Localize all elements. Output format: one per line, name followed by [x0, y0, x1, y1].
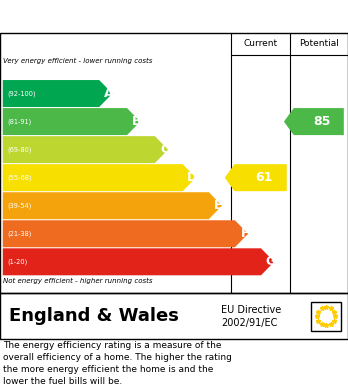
Text: (1-20): (1-20) [7, 258, 27, 265]
Text: (81-91): (81-91) [7, 118, 31, 125]
Text: EU Directive
2002/91/EC: EU Directive 2002/91/EC [221, 305, 281, 328]
Polygon shape [3, 80, 112, 107]
Text: A: A [104, 87, 114, 100]
Text: F: F [240, 227, 249, 240]
Text: Not energy efficient - higher running costs: Not energy efficient - higher running co… [3, 278, 152, 284]
Polygon shape [225, 164, 287, 191]
Text: E: E [214, 199, 223, 212]
Text: (39-54): (39-54) [7, 203, 31, 209]
Polygon shape [3, 136, 168, 163]
Text: G: G [266, 255, 276, 268]
Text: Energy Efficiency Rating: Energy Efficiency Rating [9, 9, 211, 24]
Text: England & Wales: England & Wales [9, 307, 179, 325]
Polygon shape [3, 248, 274, 275]
Text: Potential: Potential [299, 39, 339, 48]
Text: 85: 85 [314, 115, 331, 128]
Text: (92-100): (92-100) [7, 90, 35, 97]
Text: (55-68): (55-68) [7, 174, 32, 181]
Text: Current: Current [244, 39, 278, 48]
Text: B: B [132, 115, 142, 128]
Polygon shape [3, 192, 222, 219]
Polygon shape [3, 108, 140, 135]
Text: (69-80): (69-80) [7, 146, 31, 153]
Polygon shape [3, 164, 196, 191]
Text: 61: 61 [255, 171, 273, 184]
Text: (21-38): (21-38) [7, 231, 31, 237]
Text: The energy efficiency rating is a measure of the
overall efficiency of a home. T: The energy efficiency rating is a measur… [3, 341, 232, 386]
Polygon shape [284, 108, 344, 135]
Text: Very energy efficient - lower running costs: Very energy efficient - lower running co… [3, 58, 152, 64]
Polygon shape [3, 220, 248, 247]
Text: C: C [160, 143, 169, 156]
Text: D: D [187, 171, 198, 184]
